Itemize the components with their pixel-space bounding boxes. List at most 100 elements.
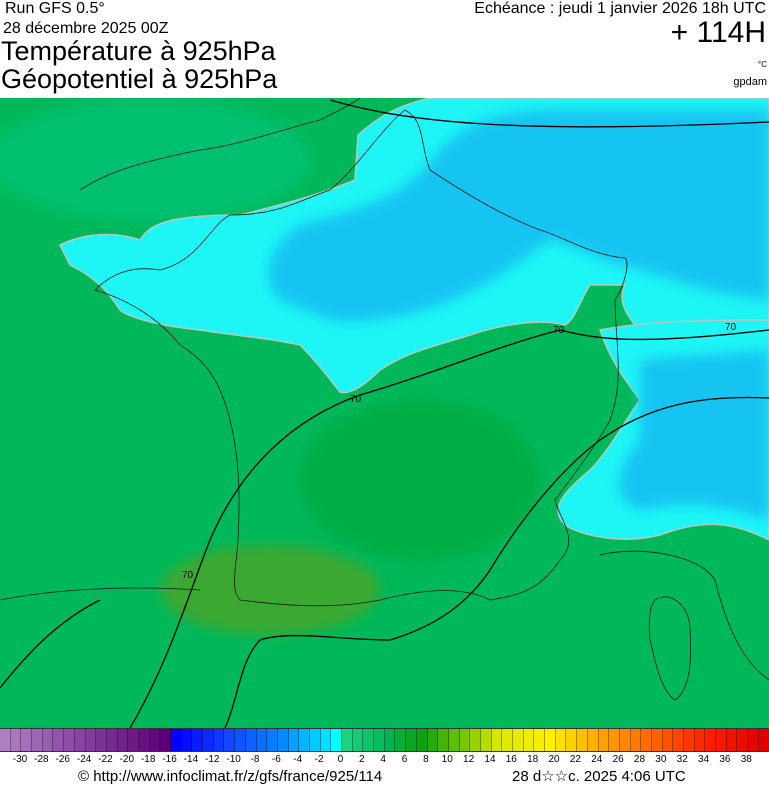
contour-label: 70 [350,394,362,405]
colorbar-cell [53,729,65,751]
colorbar-tick-label: -22 [98,754,113,765]
coastlines-borders [0,98,769,701]
warm-area [160,545,380,635]
map-title-geopotential: Géopotentiel à 925hPa [1,64,278,94]
colorbar-tick-label: -8 [250,754,260,765]
colorbar-cell [117,729,129,751]
colorbar-cell [673,729,684,751]
colorbar-tick-label: 22 [569,754,581,765]
colorbar-tick-label: -30 [12,754,28,765]
colorbar-cell [181,729,193,751]
colorbar-tick-label: -6 [271,754,281,765]
colorbar-cell [619,729,631,751]
colorbar-cell [224,729,236,751]
colorbar-cell [342,729,353,751]
colorbar-cell [277,729,289,751]
colorbar-cell [288,729,300,751]
colorbar-tick-label: -18 [140,754,156,765]
colorbar-tick-label: 2 [359,754,365,765]
colorbar-cell [0,729,11,751]
colorbar-cell [470,729,481,751]
generation-timestamp: 28 d☆☆c. 2025 4:06 UTC [512,768,686,785]
colorbar-cell [684,729,695,751]
colorbar-cell [32,729,43,751]
colorbar-ticks: -30 -28 -26 -24 -22 -20 -18 -16 -14 -12 -10 -8 -6 -4-… [0,754,769,766]
colorbar-tick-label: 24 [591,754,603,765]
colorbar-cell [748,729,759,751]
colorbar-tick-label: -20 [119,754,135,765]
cold-area-alps-core [619,350,769,520]
colorbar-cell [138,729,150,751]
colorbar-cell [256,729,268,751]
colorbar-cell [716,729,727,751]
colorbar-cell [416,729,428,751]
colorbar-cell [106,729,118,751]
colorbar-cell [384,729,396,751]
forecast-valid-time: Echéance : jeudi 1 janvier 2026 18h UTC [474,0,766,17]
geopotential-contours [0,99,769,728]
colorbar-tick-label: 0 [337,754,344,765]
contour-line [329,99,769,128]
colorbar-cell [235,729,246,751]
colorbar-tick-label: 16 [505,754,517,765]
colorbar-cell [267,729,278,751]
colorbar-cell [85,729,97,751]
uk-coast [79,98,361,191]
colorbar-cell [513,729,524,751]
colorbar-tick-label: -4 [293,754,303,765]
colorbar-tick-label: 4 [380,754,386,765]
cold-area-blue [268,110,769,322]
colorbar-tick-label: 36 [719,754,731,765]
colorbar-tick-label: 20 [548,754,560,765]
colorbar-cell [395,729,407,751]
colorbar-cell [523,729,535,751]
temperature-colorbar [0,728,769,752]
colorbar-cell [331,729,342,751]
contour-line [224,396,769,728]
colorbar-tick-label: 18 [527,754,539,765]
map-title-temperature: Température à 925hPa [1,36,276,66]
colorbar-cell [149,729,161,751]
weather-map: 70 70 70 70 [0,98,769,728]
colorbar-tick-label: 14 [484,754,496,765]
spain-coast [0,587,201,601]
colorbar-cell [758,729,769,751]
colorbar-tick-label: 10 [441,754,453,765]
colorbar-cell [352,729,364,751]
colorbar-cell [309,729,321,751]
colorbar-cell [320,729,332,751]
france-outline [94,109,628,607]
colorbar-cell [21,729,33,751]
copyright-url: © http://www.infoclimat.fr/z/gfs/france/… [78,768,383,785]
colorbar-tick-label: 8 [423,754,429,765]
colorbar-tick-label: -26 [55,754,70,765]
colorbar-tick-label: -24 [76,754,92,765]
unit-geopotential: gpdam [733,76,767,88]
colorbar-tick-label: 30 [655,754,667,765]
run-model-label: Run GFS 0.5° [5,0,105,17]
colorbar-tick-label: -14 [183,754,199,765]
colorbar-cell [128,729,139,751]
colorbar-tick-label: -28 [34,754,49,765]
colorbar-tick-label: 6 [401,754,408,765]
colorbar-tick-label: 28 [633,754,646,765]
unit-temperature: °C [758,60,767,69]
colorbar-cell [534,729,546,751]
colorbar-cell [651,729,663,751]
contour-label: 70 [725,322,737,333]
corsica-coast [648,596,692,701]
colorbar-cell [491,729,503,751]
colorbar-cell [299,729,310,751]
colorbar-cell [459,729,471,751]
colorbar-cell [598,729,610,751]
colorbar-cell [363,729,375,751]
colorbar-cell [10,729,22,751]
colorbar-cell [630,729,642,751]
colorbar-tick-label: -10 [226,754,241,765]
italy-coast [599,550,769,681]
colorbar-cell [213,729,225,751]
colorbar-tick-label: -2 [314,754,324,765]
colorbar-cell [448,729,460,751]
colorbar-tick-label: 32 [676,754,688,765]
colorbar-cell [171,729,182,751]
